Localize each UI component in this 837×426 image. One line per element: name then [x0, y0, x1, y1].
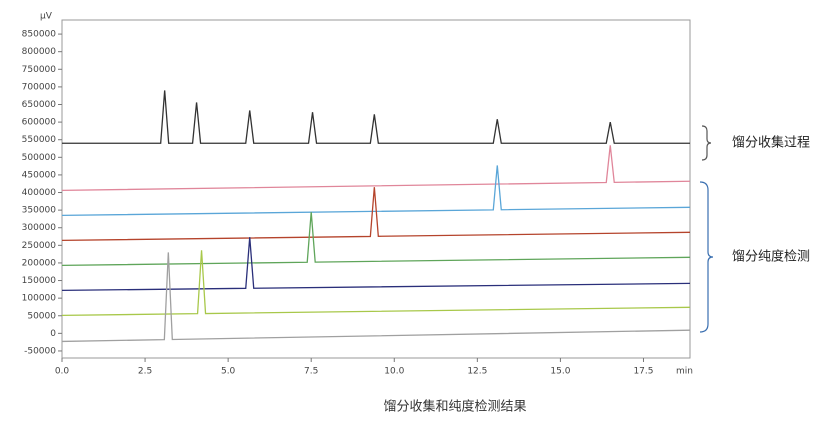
x-tick-label: 15.0	[550, 367, 570, 377]
caption: 馏分收集和纯度检测结果	[383, 399, 526, 415]
trace	[61, 165, 691, 217]
x-tick-label: 2.5	[138, 367, 152, 377]
y-tick-label: 350000	[22, 206, 57, 216]
y-tick-label: 850000	[22, 30, 57, 40]
y-tick-label: 700000	[22, 82, 57, 92]
y-tick-label: 200000	[22, 258, 57, 268]
trace	[61, 212, 691, 267]
y-tick-label: 300000	[22, 223, 57, 233]
trace	[61, 237, 691, 292]
y-tick-label: 600000	[22, 118, 57, 128]
x-axis-label: min	[676, 367, 693, 377]
trace	[62, 90, 690, 144]
y-tick-label: 550000	[22, 135, 57, 145]
x-tick-label: 5.0	[221, 367, 236, 377]
y-tick-label: 450000	[22, 170, 57, 180]
y-tick-label: 750000	[22, 65, 57, 75]
annotation: 馏分纯度检测	[732, 249, 810, 265]
x-tick-label: 10.0	[384, 367, 404, 377]
y-tick-label: 800000	[22, 47, 57, 57]
annotation: 馏分收集过程	[732, 135, 810, 151]
y-tick-label: 500000	[22, 153, 57, 163]
x-tick-label: 12.5	[467, 367, 487, 377]
y-tick-label: 250000	[22, 241, 57, 251]
y-tick-label: -50000	[24, 346, 56, 356]
y-tick-label: 100000	[22, 294, 57, 304]
trace	[61, 187, 691, 242]
trace	[61, 252, 691, 343]
x-tick-label: 7.5	[304, 367, 318, 377]
bracket	[699, 181, 714, 333]
plot-frame	[61, 19, 691, 359]
y-axis-label: μV	[40, 12, 53, 22]
trace	[61, 250, 691, 317]
x-tick-label: 17.5	[633, 367, 653, 377]
y-tick-label: 150000	[22, 276, 57, 286]
y-tick-label: 0	[50, 329, 56, 339]
x-tick-label: 0.0	[55, 367, 70, 377]
y-tick-label: 50000	[27, 311, 56, 321]
trace	[61, 145, 691, 192]
y-tick-label: 650000	[22, 100, 57, 110]
bracket	[701, 125, 712, 161]
y-tick-label: 400000	[22, 188, 57, 198]
